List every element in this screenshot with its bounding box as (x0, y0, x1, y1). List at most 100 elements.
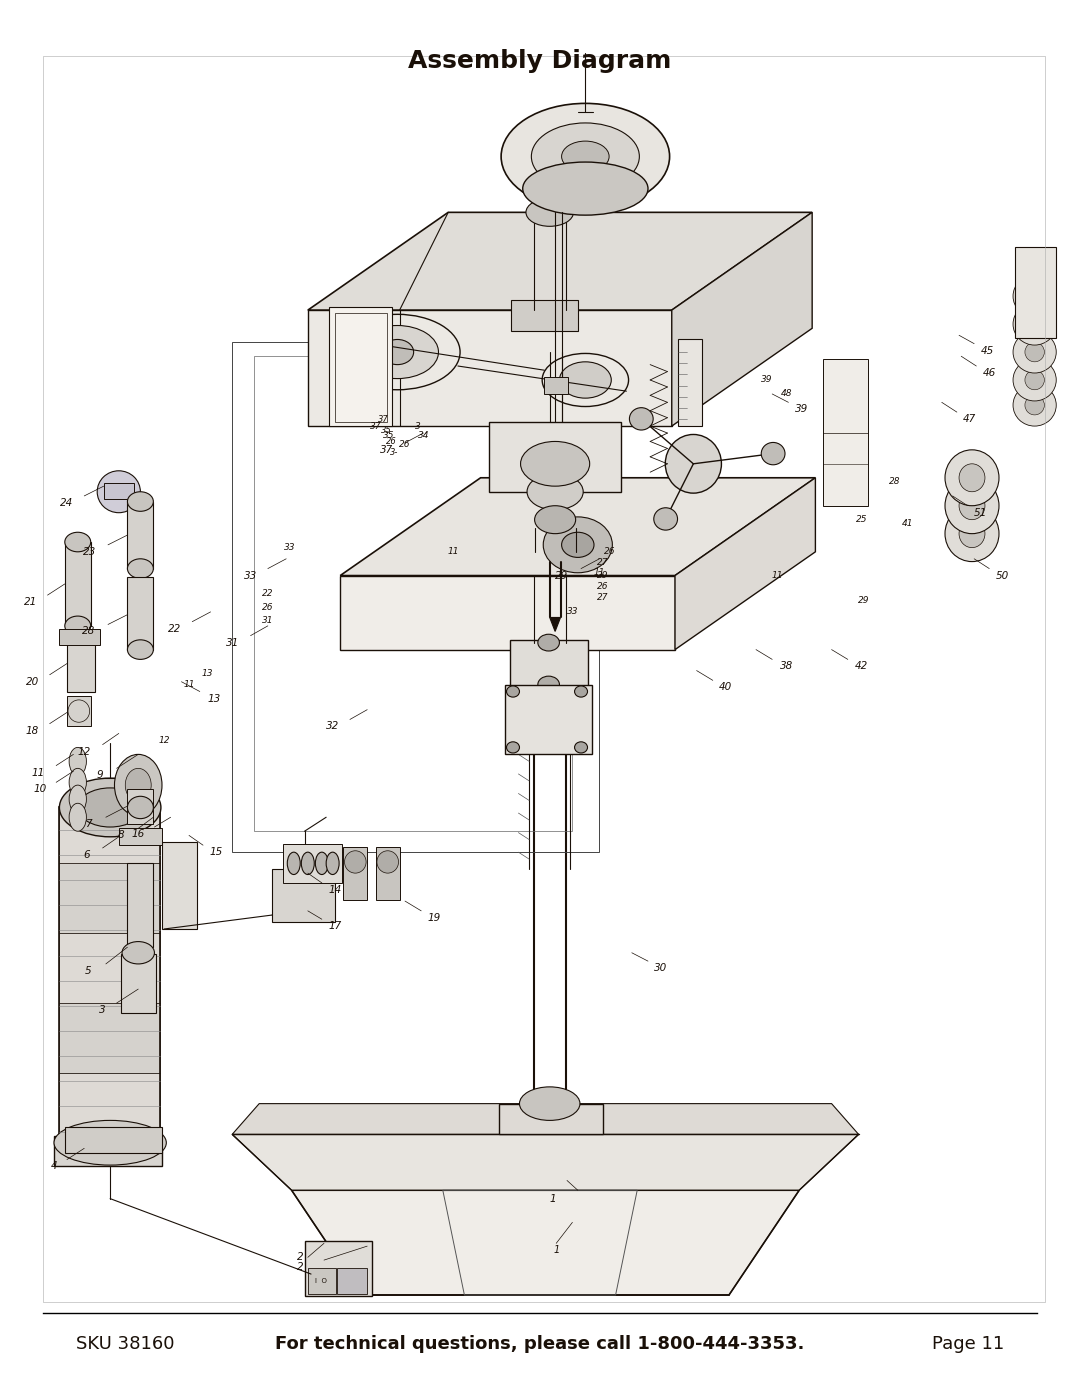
Bar (104, 483, 134, 499)
Text: SKU 38160: SKU 38160 (76, 1336, 174, 1352)
Ellipse shape (538, 634, 559, 651)
Text: 51: 51 (974, 507, 987, 518)
Text: 20: 20 (26, 676, 39, 687)
Text: 11: 11 (448, 548, 459, 556)
Bar (127, 577, 153, 650)
Text: 46: 46 (983, 367, 996, 379)
Ellipse shape (301, 852, 314, 875)
Bar (127, 789, 153, 824)
Text: 34: 34 (418, 432, 429, 440)
Bar (1015, 247, 1056, 338)
Ellipse shape (538, 676, 559, 693)
Text: 41: 41 (902, 520, 913, 528)
Text: 13: 13 (202, 669, 213, 678)
Text: 27: 27 (597, 594, 608, 602)
Text: Assembly Diagram: Assembly Diagram (408, 49, 672, 73)
Text: 9: 9 (96, 770, 103, 781)
Ellipse shape (575, 686, 588, 697)
Ellipse shape (562, 141, 609, 172)
Bar (544, 377, 568, 394)
Polygon shape (308, 310, 672, 426)
Ellipse shape (1013, 359, 1056, 401)
Ellipse shape (526, 198, 573, 226)
Polygon shape (340, 576, 675, 650)
Bar (511, 300, 578, 331)
Text: 18: 18 (26, 725, 39, 736)
Text: 26: 26 (262, 604, 273, 612)
Text: 24: 24 (60, 497, 73, 509)
Text: 33: 33 (567, 608, 578, 616)
Ellipse shape (127, 640, 153, 659)
Bar (335, 313, 387, 422)
Bar (272, 869, 335, 922)
Ellipse shape (507, 686, 519, 697)
Text: 11: 11 (184, 680, 194, 689)
Ellipse shape (381, 339, 414, 365)
Ellipse shape (127, 559, 153, 578)
Text: 6: 6 (83, 849, 90, 861)
Ellipse shape (69, 747, 86, 775)
Polygon shape (232, 1104, 859, 1134)
Ellipse shape (945, 506, 999, 562)
Ellipse shape (65, 532, 91, 552)
Text: 14: 14 (328, 884, 341, 895)
Bar (337, 1268, 367, 1294)
Ellipse shape (519, 1087, 580, 1120)
Text: 47: 47 (963, 414, 976, 425)
Polygon shape (550, 617, 561, 631)
Ellipse shape (69, 803, 86, 831)
Text: 21: 21 (24, 597, 37, 608)
Ellipse shape (531, 123, 639, 190)
Ellipse shape (1013, 331, 1056, 373)
Bar (59, 1073, 160, 1143)
Text: 26: 26 (400, 440, 410, 448)
Ellipse shape (562, 532, 594, 557)
Ellipse shape (521, 441, 590, 486)
Text: 29: 29 (555, 570, 568, 581)
Ellipse shape (535, 506, 576, 534)
Text: 3: 3 (99, 1004, 106, 1016)
Ellipse shape (959, 464, 985, 492)
Text: 28: 28 (82, 626, 95, 637)
Bar (329, 307, 392, 426)
Text: 29: 29 (597, 571, 608, 580)
Ellipse shape (1025, 342, 1044, 362)
Ellipse shape (122, 942, 154, 964)
Bar (65, 1127, 162, 1153)
Bar (43, 56, 1045, 1302)
Bar (54, 1136, 162, 1166)
Text: 11: 11 (594, 569, 605, 577)
Ellipse shape (69, 785, 86, 813)
Text: Page 11: Page 11 (932, 1336, 1004, 1352)
Ellipse shape (575, 742, 588, 753)
Polygon shape (340, 478, 815, 576)
Ellipse shape (501, 103, 670, 210)
Text: 39: 39 (795, 404, 808, 415)
Text: 3-: 3- (415, 422, 423, 430)
Polygon shape (672, 212, 812, 426)
Ellipse shape (78, 788, 143, 827)
Text: 37: 37 (378, 415, 389, 423)
Ellipse shape (507, 742, 519, 753)
Text: I  O: I O (315, 1278, 326, 1284)
Bar (67, 636, 95, 692)
Text: 37: 37 (370, 422, 381, 430)
Polygon shape (292, 1190, 799, 1295)
Polygon shape (489, 422, 621, 492)
Bar (254, 356, 572, 831)
Ellipse shape (959, 520, 985, 548)
Bar (59, 807, 160, 1143)
Bar (121, 954, 156, 1013)
Text: 2: 2 (297, 1252, 303, 1263)
Bar (343, 847, 367, 900)
Ellipse shape (97, 471, 140, 513)
Text: 22: 22 (262, 590, 273, 598)
Text: 31: 31 (226, 637, 239, 648)
Text: 4: 4 (51, 1161, 57, 1172)
Ellipse shape (959, 492, 985, 520)
Ellipse shape (356, 326, 438, 379)
Text: 30: 30 (654, 963, 667, 974)
Text: 13: 13 (207, 693, 220, 704)
Text: 50: 50 (996, 570, 1009, 581)
Ellipse shape (59, 778, 161, 837)
